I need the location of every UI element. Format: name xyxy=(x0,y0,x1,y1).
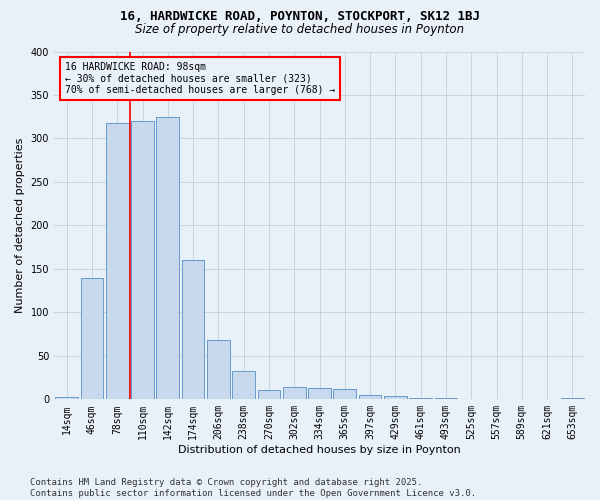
Bar xyxy=(334,389,356,400)
Bar xyxy=(308,388,331,400)
Bar xyxy=(207,340,230,400)
Bar xyxy=(131,121,154,400)
Bar xyxy=(55,396,78,400)
Bar xyxy=(434,398,457,400)
Bar xyxy=(182,260,205,400)
Bar xyxy=(561,398,584,400)
Bar xyxy=(80,278,103,400)
Text: Contains HM Land Registry data © Crown copyright and database right 2025.
Contai: Contains HM Land Registry data © Crown c… xyxy=(30,478,476,498)
Text: 16 HARDWICKE ROAD: 98sqm
← 30% of detached houses are smaller (323)
70% of semi-: 16 HARDWICKE ROAD: 98sqm ← 30% of detach… xyxy=(65,62,335,95)
Bar xyxy=(106,123,128,400)
Text: 16, HARDWICKE ROAD, POYNTON, STOCKPORT, SK12 1BJ: 16, HARDWICKE ROAD, POYNTON, STOCKPORT, … xyxy=(120,10,480,23)
Bar xyxy=(409,398,432,400)
Bar xyxy=(384,396,407,400)
X-axis label: Distribution of detached houses by size in Poynton: Distribution of detached houses by size … xyxy=(178,445,461,455)
Bar xyxy=(283,387,305,400)
Bar xyxy=(257,390,280,400)
Bar xyxy=(359,395,382,400)
Y-axis label: Number of detached properties: Number of detached properties xyxy=(15,138,25,313)
Bar xyxy=(232,370,255,400)
Bar xyxy=(157,116,179,400)
Text: Size of property relative to detached houses in Poynton: Size of property relative to detached ho… xyxy=(136,22,464,36)
